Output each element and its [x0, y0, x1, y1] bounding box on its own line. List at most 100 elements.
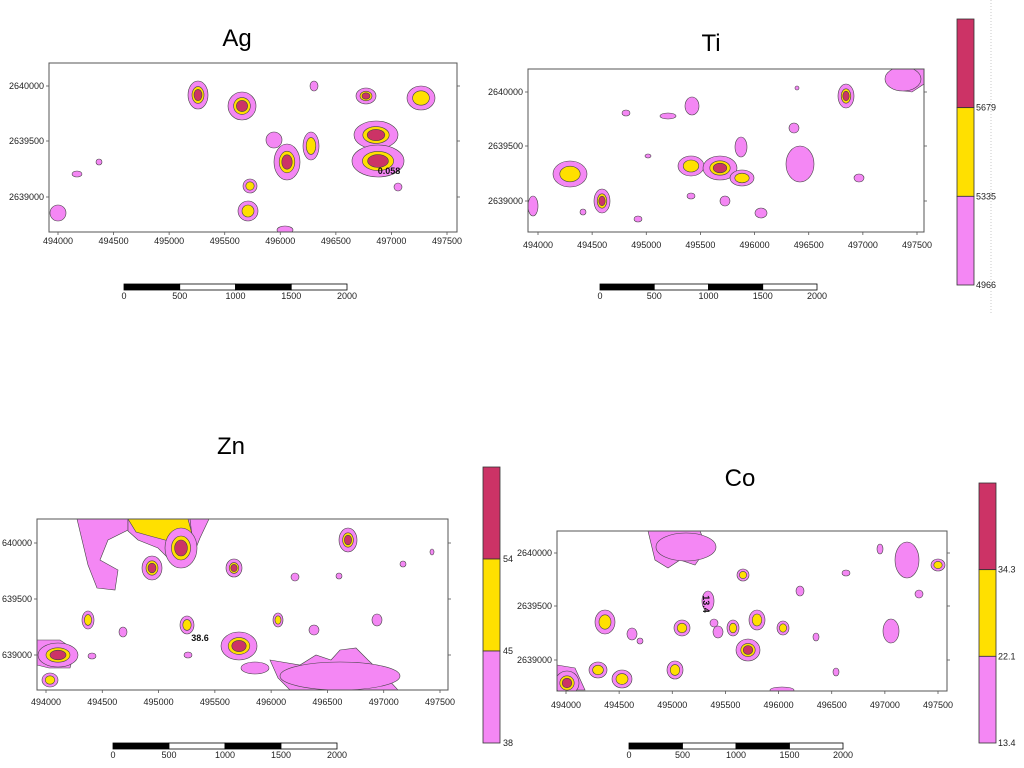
anomaly-low	[841, 569, 851, 577]
scale-bar: 0 500 1000 1500 2000	[626, 742, 853, 760]
anomaly-mid	[739, 571, 747, 579]
anomaly-low	[279, 661, 401, 690]
anomaly-high	[231, 640, 247, 652]
scale-bar-label: 500	[675, 750, 690, 760]
map-title: Ag	[222, 25, 251, 52]
legend-label: 34.3	[998, 565, 1016, 575]
y-tick-label: 2639500	[9, 136, 44, 146]
anomaly-mid	[751, 613, 763, 627]
anomaly-low	[183, 651, 193, 659]
x-tick-label: 496000	[265, 236, 295, 246]
color-legend: 5679 5335 4966	[956, 18, 996, 290]
scale-bar-label: 1500	[281, 291, 301, 301]
anomaly-low	[276, 225, 294, 232]
x-tick-label: 497000	[848, 240, 878, 250]
scale-bar-label: 2000	[327, 750, 347, 760]
scale-bar-label: 500	[172, 291, 187, 301]
scale-bar-segment	[682, 742, 737, 750]
anomaly-mid	[241, 204, 255, 218]
scale-bar-segment	[599, 283, 655, 291]
x-tick-label: 494500	[604, 700, 634, 710]
anomaly-low	[914, 589, 924, 599]
contour-area	[49, 63, 457, 232]
y-tick-label: 640000	[2, 538, 32, 548]
legend-swatch	[978, 569, 997, 657]
scale-bar-segment	[224, 742, 282, 750]
map-title: Co	[725, 465, 756, 492]
map-title: Ti	[701, 30, 720, 57]
scale-bar-label: 1000	[726, 750, 746, 760]
anomaly-high	[236, 100, 248, 112]
anomaly-low	[894, 541, 920, 579]
anomaly-low	[335, 572, 343, 580]
x-tick-label: 496000	[740, 240, 770, 250]
map-panel-ti: Ti 494000 494500 495000 495500 496000 496500 49…	[488, 18, 996, 301]
y-tick-label: 2640000	[488, 87, 523, 97]
x-tick-label: 495500	[710, 700, 740, 710]
scale-bar-segment	[112, 742, 170, 750]
contour-area	[557, 531, 947, 691]
anomaly-low	[853, 173, 865, 183]
scale-bar-segment	[235, 283, 292, 291]
anomaly-mid	[729, 622, 737, 634]
anomaly-mid	[598, 614, 612, 630]
x-tick-label: 496500	[817, 700, 847, 710]
anomaly-high	[361, 92, 371, 100]
map-background	[557, 531, 947, 691]
legend-label: 45	[503, 646, 513, 656]
x-tick-label: 496500	[794, 240, 824, 250]
anomaly-low	[528, 195, 539, 217]
x-tick-label: 495500	[200, 697, 230, 707]
y-tick-label: 2639000	[517, 655, 552, 665]
legend-label: 4966	[976, 280, 996, 290]
scale-bar-label: 0	[121, 291, 126, 301]
legend-swatch	[956, 107, 975, 197]
legend-swatch	[956, 195, 975, 286]
color-legend: 34.3 22.1 13.4	[978, 482, 1016, 748]
map-panel-zn: Zn 494000 494500 495000 495500 496000 496500 49…	[2, 433, 513, 760]
anomaly-low	[644, 153, 652, 159]
anomaly-mid	[592, 664, 604, 676]
anomaly-low	[118, 626, 128, 638]
x-tick-label: 496000	[764, 700, 794, 710]
y-tick-label: 2639500	[488, 141, 523, 151]
anomaly-low	[832, 667, 840, 677]
scale-bar-label: 2000	[337, 291, 357, 301]
anomaly-mid	[669, 664, 681, 676]
x-tick-label: 494000	[523, 240, 553, 250]
anomaly-low	[621, 109, 631, 117]
anomaly-high	[281, 154, 293, 170]
scale-bar-segment	[628, 742, 683, 750]
anomaly-low	[788, 122, 800, 134]
anomaly-low	[633, 215, 643, 223]
x-tick-label: 495000	[144, 697, 174, 707]
scale-bar-label: 0	[597, 291, 602, 301]
anomaly-high	[147, 562, 157, 574]
anomaly-mid	[559, 165, 581, 183]
anomaly-mid	[676, 622, 688, 634]
x-tick-label: 496500	[312, 697, 342, 707]
anomaly-low	[794, 85, 800, 91]
anomaly-low	[701, 590, 715, 612]
y-tick-label: 639500	[2, 594, 32, 604]
y-tick-label: 2639000	[488, 196, 523, 206]
map-title: Zn	[217, 433, 245, 460]
anomaly-low	[785, 145, 815, 183]
scale-bar-segment	[708, 283, 764, 291]
anomaly-high	[742, 645, 754, 655]
map-frame	[48, 62, 458, 233]
anomaly-high	[174, 539, 188, 557]
anomaly-low	[812, 632, 820, 642]
anomaly-high	[230, 564, 238, 572]
anomaly-high	[366, 129, 386, 141]
x-tick-label: 497500	[432, 236, 462, 246]
y-tick-label: 2639500	[517, 601, 552, 611]
x-tick-label: 494500	[99, 236, 129, 246]
map-frame	[527, 68, 925, 233]
x-tick-label: 497500	[923, 700, 953, 710]
anomaly-mid	[305, 137, 317, 155]
anomaly-mid	[182, 619, 192, 631]
anomaly-low	[659, 112, 677, 120]
anomaly-mid	[245, 181, 255, 191]
